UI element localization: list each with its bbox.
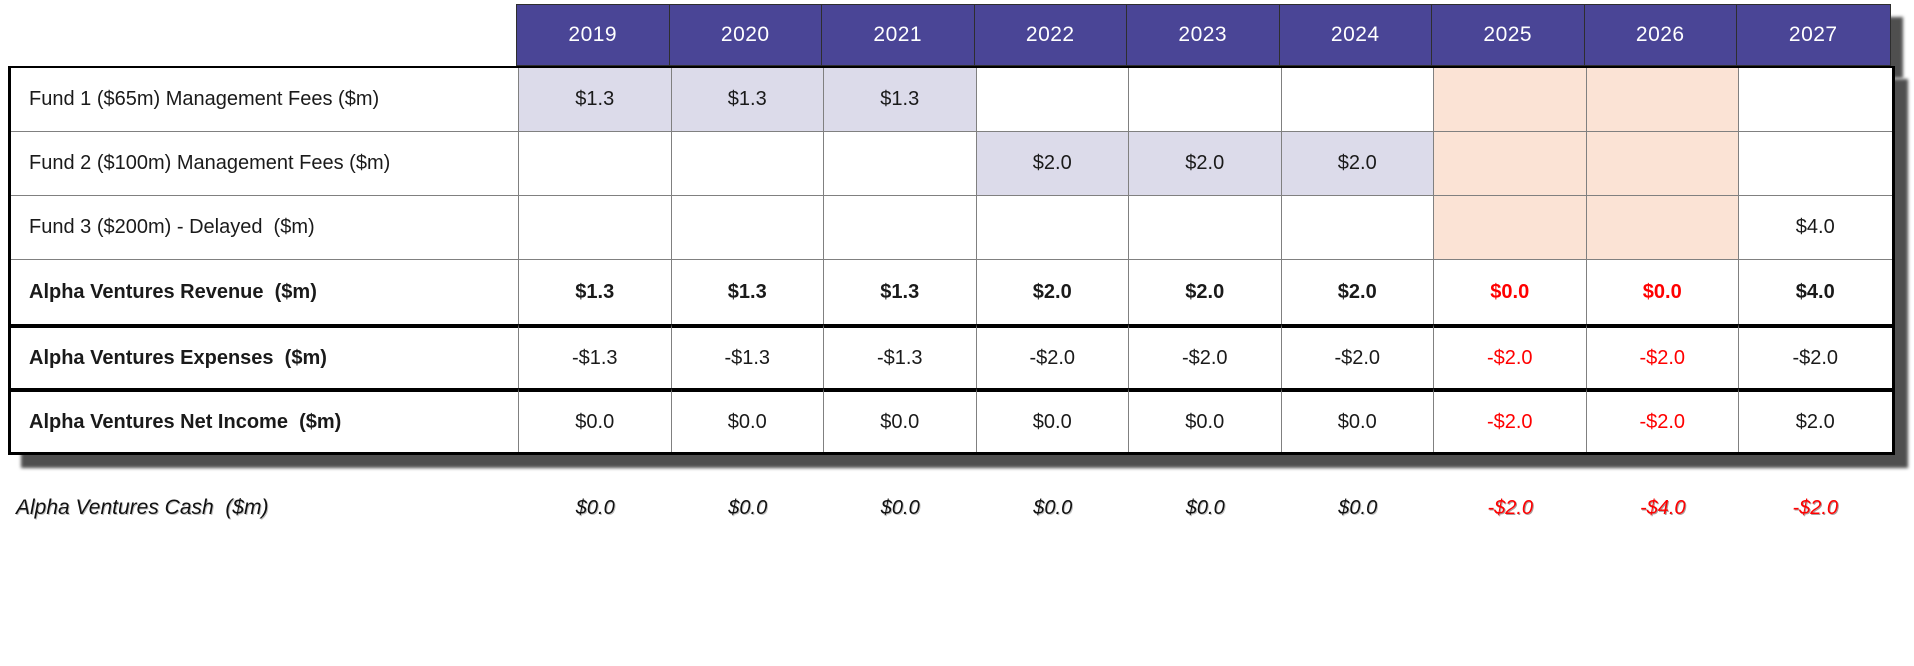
value-cell: $0.0 [1587,260,1739,324]
value-cell: -$2.0 [1434,388,1587,452]
value-cell: $0.0 [1185,496,1225,519]
value-cell: $0.0 [575,496,615,519]
value-cell: $0.0 [1434,260,1587,324]
year-header-2025: 2025 [1432,5,1585,65]
row-cash: Alpha Ventures Cash ($m) $0.0 $0.0 $0.0 … [8,476,1892,540]
value-cell: $1.3 [672,260,824,324]
value-cell: $1.3 [519,68,672,132]
value-cell [1586,132,1739,196]
value-cell: $0.0 [1129,388,1282,452]
row-label: Fund 3 ($200m) - Delayed ($m) [11,196,519,260]
value-cell [1586,196,1739,260]
value-cell [824,196,977,260]
value-cell: $0.0 [1338,496,1378,519]
value-cell [519,196,672,260]
year-header-2026: 2026 [1585,5,1737,65]
value-cell: -$2.0 [1434,324,1587,388]
value-cell: $0.0 [824,388,977,452]
value-cell [1739,68,1892,132]
value-cell: $0.0 [1033,496,1073,519]
value-cell: $2.0 [1129,260,1282,324]
value-cell: $2.0 [1281,132,1434,196]
value-cell [1129,196,1282,260]
year-header-2021: 2021 [822,5,975,65]
value-cell: $2.0 [977,260,1129,324]
value-cell: $4.0 [1739,196,1892,260]
value-cell [1129,68,1282,132]
value-cell [1739,132,1892,196]
value-cell: -$2.0 [1281,324,1434,388]
value-cell: -$1.3 [519,324,672,388]
value-cell: $1.3 [519,260,672,324]
value-cell: -$1.3 [824,324,977,388]
table-body: Fund 1 ($65m) Management Fees ($m) $1.3 … [8,66,1895,455]
year-header-2022: 2022 [975,5,1127,65]
value-cell [1434,196,1587,260]
year-header-2019: 2019 [517,5,670,65]
row-label: Alpha Ventures Cash ($m) [16,496,269,519]
row-label: Alpha Ventures Revenue ($m) [11,260,519,324]
value-cell [824,132,977,196]
value-cell: $1.3 [824,260,977,324]
year-header-2027: 2027 [1788,23,1838,46]
value-cell: -$2.0 [1792,496,1839,519]
value-cell: -$2.0 [1487,496,1534,519]
year-header-2024: 2024 [1280,5,1432,65]
value-cell: $2.0 [1739,388,1892,452]
value-cell: $2.0 [1282,260,1434,324]
value-cell [519,132,672,196]
value-cell: $1.3 [671,68,824,132]
value-cell: -$2.0 [1586,324,1739,388]
value-cell: $1.3 [824,68,977,132]
value-cell: -$2.0 [1586,388,1739,452]
value-cell: -$2.0 [1129,324,1282,388]
row-label: Fund 2 ($100m) Management Fees ($m) [11,132,519,196]
value-cell [1281,68,1434,132]
value-cell: $0.0 [880,496,920,519]
value-cell: $2.0 [976,132,1129,196]
value-cell: $0.0 [976,388,1129,452]
value-cell: $2.0 [1129,132,1282,196]
value-cell [1586,68,1739,132]
row-label: Alpha Ventures Net Income ($m) [11,388,519,452]
year-header-2020: 2020 [670,5,822,65]
value-cell: -$2.0 [976,324,1129,388]
value-cell: -$2.0 [1739,324,1892,388]
value-cell [1281,196,1434,260]
row-label: Fund 1 ($65m) Management Fees ($m) [11,68,519,132]
row-label: Alpha Ventures Expenses ($m) [11,324,519,388]
value-cell [671,132,824,196]
value-cell: $0.0 [519,388,672,452]
value-cell [1434,68,1587,132]
value-cell [976,196,1129,260]
value-cell: $0.0 [671,388,824,452]
value-cell [1434,132,1587,196]
value-cell: -$1.3 [671,324,824,388]
value-cell: $0.0 [1281,388,1434,452]
value-cell: -$4.0 [1639,496,1686,519]
value-cell [671,196,824,260]
value-cell: $4.0 [1795,280,1835,303]
value-cell: $0.0 [728,496,768,519]
year-header-2023: 2023 [1127,5,1280,65]
year-header-row: 2019 2020 2021 2022 2023 2024 2025 2026 … [516,4,1891,66]
value-cell [976,68,1129,132]
